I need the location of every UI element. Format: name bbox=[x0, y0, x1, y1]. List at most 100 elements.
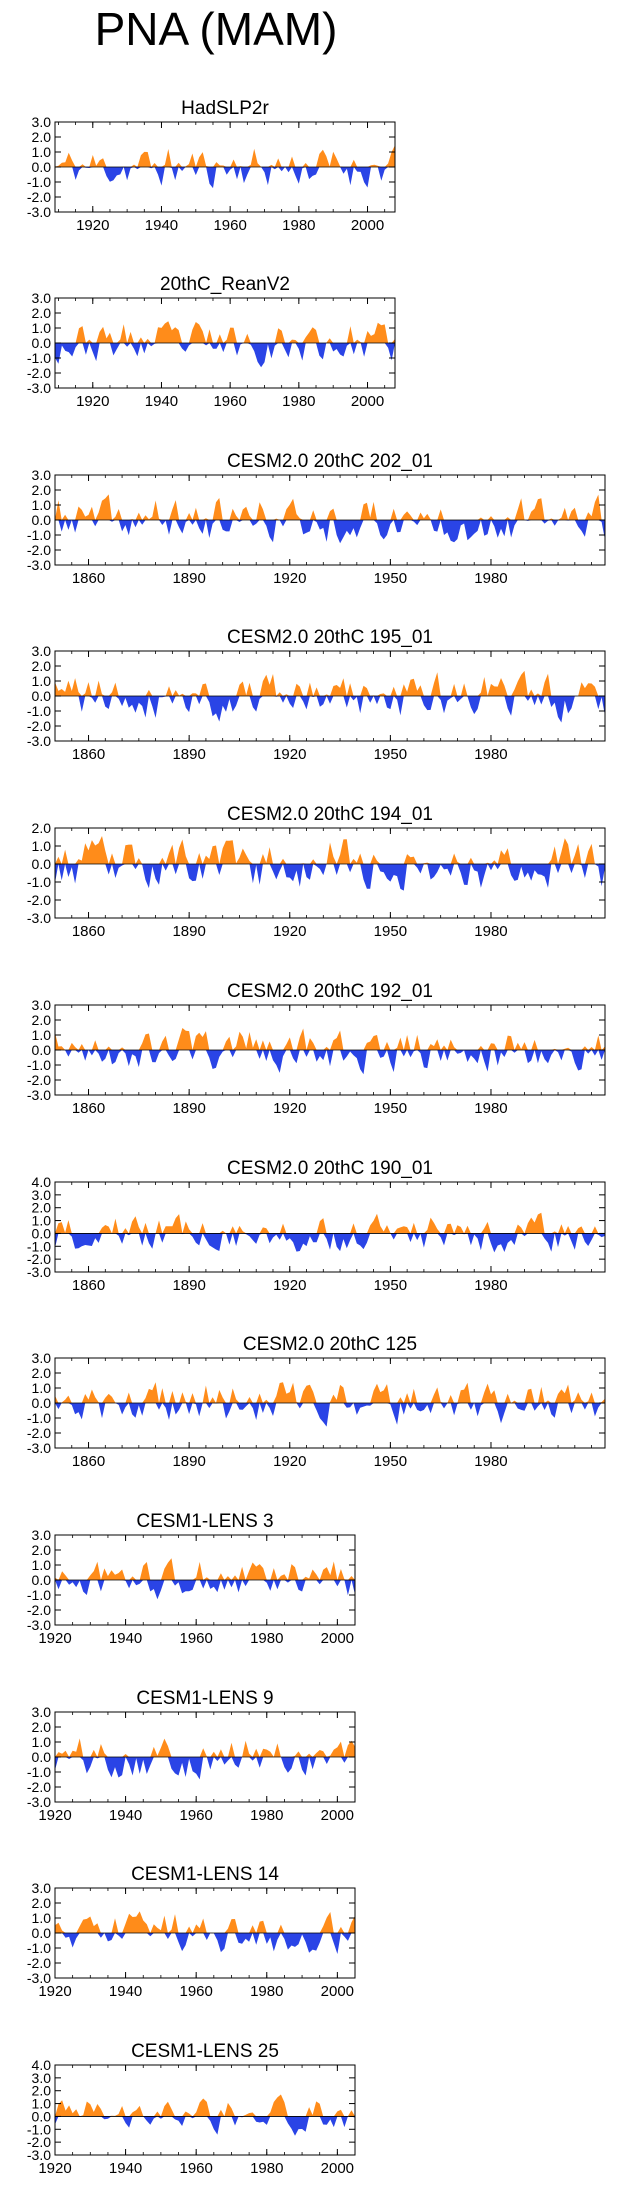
chart-panel-cesm1-lens-9: CESM1-LENS 9 3.02.01.00.0-1.0-2.0-3.01920… bbox=[27, 1688, 356, 1824]
y-tick-label: -3.0 bbox=[27, 1264, 51, 1280]
x-tick-label: 2000 bbox=[321, 1983, 354, 2000]
x-tick-label: 1890 bbox=[172, 1453, 205, 1470]
negative-anomaly-area bbox=[55, 1233, 605, 1253]
y-tick-label: 3.0 bbox=[32, 290, 52, 306]
y-tick-label: 2.0 bbox=[32, 1012, 52, 1028]
y-tick-label: 3.0 bbox=[32, 1880, 52, 1896]
negative-anomaly-area bbox=[55, 520, 605, 544]
x-tick-label: 1860 bbox=[72, 1277, 105, 1294]
x-tick-label: 1890 bbox=[172, 746, 205, 763]
y-tick-label: 3.0 bbox=[32, 114, 52, 130]
y-tick-label: -1.0 bbox=[27, 350, 51, 366]
x-tick-label: 1980 bbox=[282, 217, 315, 234]
y-tick-label: 3.0 bbox=[32, 2070, 52, 2086]
chart-panel-cesm2-194: CESM2.0 20thC 194_01 2.0 1.0 0.0 -1.0 -2.0 -3.… bbox=[27, 804, 606, 940]
negative-anomaly-area bbox=[55, 167, 395, 189]
x-tick-label: 1920 bbox=[273, 1100, 306, 1117]
x-tick-label: 1960 bbox=[179, 1807, 212, 1824]
x-tick-label: 1890 bbox=[172, 923, 205, 940]
y-tick-label: -2.0 bbox=[27, 1072, 51, 1088]
chart-title: CESM2.0 20thC 202_01 bbox=[227, 451, 433, 472]
x-tick-label: 2000 bbox=[351, 393, 384, 410]
positive-anomaly-area bbox=[55, 2094, 355, 2117]
x-tick-label: 1950 bbox=[374, 1453, 407, 1470]
y-tick-label: 4.0 bbox=[32, 1174, 52, 1190]
x-tick-label: 1920 bbox=[38, 1983, 71, 2000]
y-tick-label: 3.0 bbox=[32, 1187, 52, 1203]
y-tick-label: -1.0 bbox=[27, 1587, 51, 1603]
plot-frame bbox=[54, 1181, 606, 1273]
positive-anomaly-area bbox=[55, 1028, 605, 1050]
positive-anomaly-area bbox=[55, 1558, 355, 1580]
y-tick-label: 3.0 bbox=[32, 1704, 52, 1720]
y-tick-label: -3.0 bbox=[27, 1794, 51, 1810]
y-tick-label: -1.0 bbox=[27, 1410, 51, 1426]
page-title: PNA (MAM) bbox=[94, 3, 338, 55]
negative-anomaly-area bbox=[55, 1050, 605, 1075]
y-tick-label: -3.0 bbox=[27, 204, 51, 220]
negative-anomaly-area bbox=[55, 1580, 355, 1600]
x-tick-label: 1860 bbox=[72, 1453, 105, 1470]
y-tick-label: -2.0 bbox=[27, 1602, 51, 1618]
x-tick-label: 1890 bbox=[172, 1277, 205, 1294]
y-tick-label: -2.0 bbox=[27, 2134, 51, 2150]
y-tick-label: 0.0 bbox=[32, 159, 52, 175]
y-tick-label: 1.0 bbox=[32, 1557, 52, 1573]
x-tick-label: 1980 bbox=[474, 923, 507, 940]
x-tick-label: 1950 bbox=[374, 923, 407, 940]
x-tick-label: 1980 bbox=[474, 570, 507, 587]
y-tick-label: 1.0 bbox=[32, 144, 52, 160]
x-tick-label: 1890 bbox=[172, 570, 205, 587]
y-tick-label: 1.0 bbox=[32, 2096, 52, 2112]
y-tick-label: -3.0 bbox=[27, 2147, 51, 2163]
x-tick-label: 1920 bbox=[38, 2160, 71, 2177]
x-tick-label: 1890 bbox=[172, 1100, 205, 1117]
y-tick-label: -2.0 bbox=[27, 1955, 51, 1971]
y-tick-label: 3.0 bbox=[32, 1527, 52, 1543]
positive-anomaly-area bbox=[55, 321, 395, 343]
x-tick-label: 1940 bbox=[109, 1807, 142, 1824]
y-tick-label: 2.0 bbox=[32, 305, 52, 321]
y-tick-label: -3.0 bbox=[27, 1087, 51, 1103]
chart-panel-cesm2-202: CESM2.0 20thC 202_01 3.02.01.00.0-1.0-2.0… bbox=[27, 451, 606, 587]
chart-panel-cesm2-190: CESM2.0 20thC 190_014.03.02.01.00.0-1.0-… bbox=[27, 1158, 606, 1294]
y-tick-label: 2.0 bbox=[32, 1542, 52, 1558]
x-tick-label: 1860 bbox=[72, 1100, 105, 1117]
negative-anomaly-area bbox=[55, 864, 605, 891]
y-tick-label: 0.0 bbox=[32, 1572, 52, 1588]
x-tick-label: 2000 bbox=[321, 2160, 354, 2177]
y-tick-label: -2.0 bbox=[27, 542, 51, 558]
x-tick-label: 1940 bbox=[109, 1630, 142, 1647]
y-tick-label: 1.0 bbox=[32, 1734, 52, 1750]
y-tick-label: 1.0 bbox=[32, 1910, 52, 1926]
y-tick-label: 0.0 bbox=[32, 1749, 52, 1765]
y-tick-label: -1.0 bbox=[27, 527, 51, 543]
y-tick-label: -2.0 bbox=[27, 1779, 51, 1795]
y-tick-label: 1.0 bbox=[32, 838, 52, 854]
x-tick-label: 2000 bbox=[321, 1807, 354, 1824]
x-tick-label: 1980 bbox=[250, 1630, 283, 1647]
chart-panel-cesm1-lens-25: CESM1-LENS 25 4.03.02.01.00.0-1.0-2.0-3.0… bbox=[27, 2041, 356, 2177]
x-tick-label: 1860 bbox=[72, 746, 105, 763]
y-tick-label: 1.0 bbox=[32, 673, 52, 689]
negative-anomaly-area bbox=[55, 1403, 605, 1427]
x-tick-label: 1980 bbox=[474, 1277, 507, 1294]
x-tick-label: 1940 bbox=[145, 217, 178, 234]
chart-title: CESM1-LENS 9 bbox=[136, 1688, 273, 1709]
y-tick-label: 0.0 bbox=[32, 856, 52, 872]
y-tick-label: -1.0 bbox=[27, 1940, 51, 1956]
y-tick-label: -3.0 bbox=[27, 910, 51, 926]
chart-title: CESM2.0 20thC 194_01 bbox=[227, 804, 433, 825]
y-tick-label: 2.0 bbox=[32, 1365, 52, 1381]
y-tick-label: 1.0 bbox=[32, 320, 52, 336]
chart-panel-cesm1-lens-14: CESM1-LENS 14 3.02.01.00.0-1.0-2.0-3.0192… bbox=[27, 1864, 356, 2000]
x-tick-label: 1920 bbox=[76, 393, 109, 410]
y-tick-label: -2.0 bbox=[27, 1425, 51, 1441]
y-tick-label: 3.0 bbox=[32, 997, 52, 1013]
negative-anomaly-area bbox=[55, 2116, 355, 2136]
x-tick-label: 1960 bbox=[213, 393, 246, 410]
x-tick-label: 1980 bbox=[250, 1807, 283, 1824]
chart-title: CESM2.0 20thC 192_01 bbox=[227, 981, 433, 1002]
y-tick-label: -1.0 bbox=[27, 1057, 51, 1073]
